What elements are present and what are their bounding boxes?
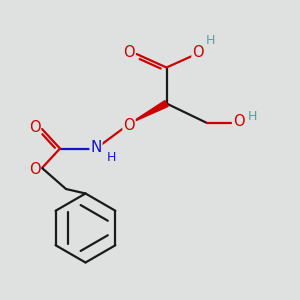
Text: O: O	[123, 45, 135, 60]
Text: N: N	[90, 140, 102, 154]
Text: O: O	[123, 118, 135, 133]
Text: O: O	[29, 162, 40, 177]
Text: H: H	[107, 151, 116, 164]
Text: O: O	[192, 45, 204, 60]
Text: O: O	[233, 114, 244, 129]
Text: O: O	[29, 120, 40, 135]
Text: H: H	[248, 110, 257, 124]
Polygon shape	[130, 100, 168, 123]
Text: H: H	[205, 34, 215, 47]
